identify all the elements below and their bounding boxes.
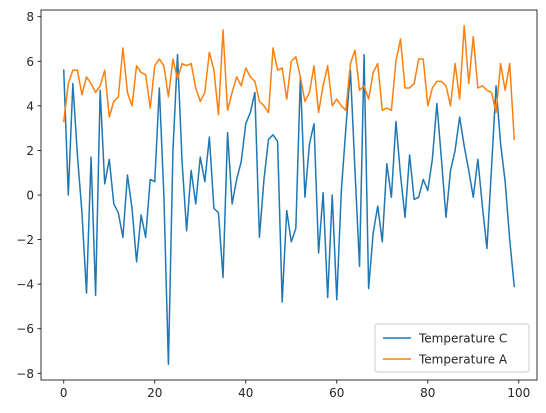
legend-label-0: Temperature C — [418, 332, 507, 346]
x-tick-label: 100 — [507, 386, 530, 400]
axes-frame — [40, 9, 538, 381]
y-tick-label: 6 — [26, 55, 34, 69]
legend-label-1: Temperature A — [418, 353, 508, 367]
y-tick-label: 0 — [26, 189, 34, 203]
y-tick-label: 2 — [26, 144, 34, 158]
x-tick-label: 0 — [60, 386, 68, 400]
legend-box — [374, 323, 530, 373]
x-tick-label: 60 — [329, 386, 344, 400]
legend: Temperature C Temperature A — [374, 323, 530, 373]
series-line-0 — [62, 53, 516, 366]
y-tick-label: 4 — [26, 99, 34, 113]
x-tick-label: 20 — [147, 386, 162, 400]
y-tick-label: 8 — [26, 10, 34, 24]
y-axis: −8 −6 −4 −2 0 2 4 6 8 — [16, 10, 41, 381]
x-tick-label: 40 — [238, 386, 253, 400]
y-tick-label: −8 — [16, 367, 34, 381]
plot-area — [62, 24, 516, 366]
y-tick-label: −2 — [16, 233, 34, 247]
y-tick-label: −6 — [16, 322, 34, 336]
x-axis: 0 20 40 60 80 100 — [60, 380, 530, 400]
x-tick-label: 80 — [420, 386, 435, 400]
y-tick-label: −4 — [16, 278, 34, 292]
series-line-1 — [62, 24, 516, 141]
